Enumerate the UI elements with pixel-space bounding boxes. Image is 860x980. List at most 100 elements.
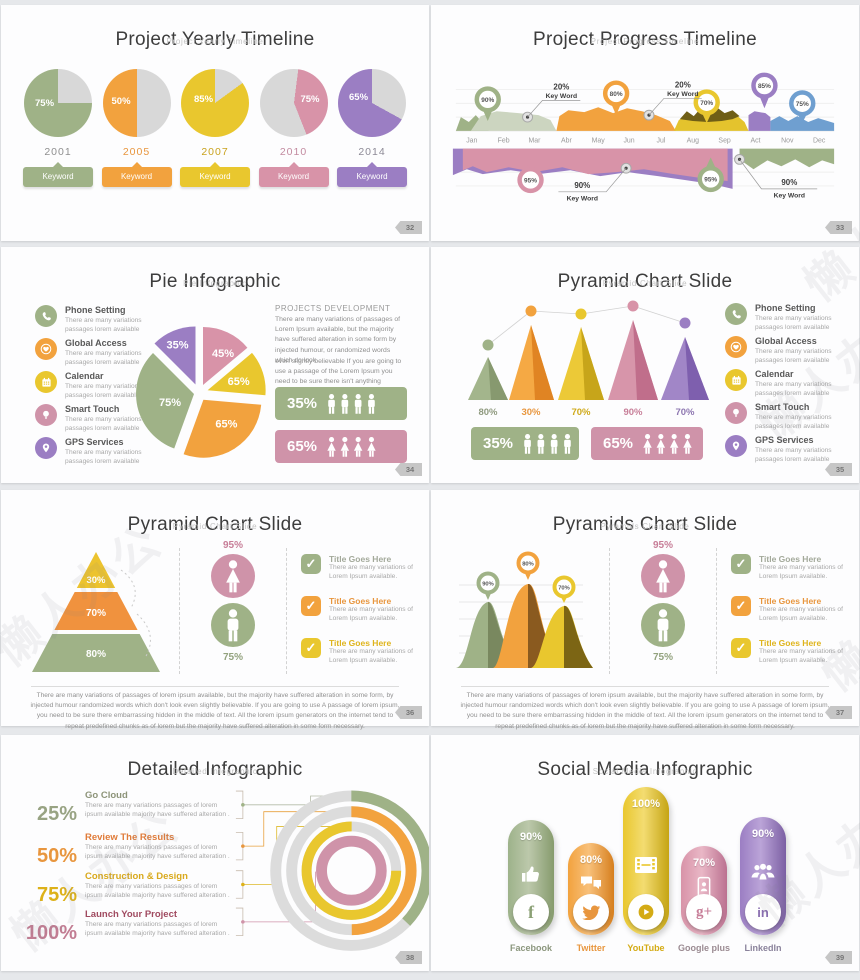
svg-text:45%: 45% [212, 348, 234, 360]
pyramid-orange [509, 325, 554, 400]
footer-paragraph: There are many variations of passages of… [30, 692, 400, 730]
footer-paragraph: There are many variations of passages of… [460, 692, 830, 730]
pie-row: 75% 2001 Keyword 50% 2005 Keyword 85% 20… [23, 69, 407, 187]
dot-pink [627, 300, 639, 312]
svg-text:90%: 90% [623, 407, 643, 418]
svg-text:70%: 70% [571, 407, 591, 418]
keyword-label: Keyword [356, 172, 388, 181]
page-number-badge: 34 [395, 463, 422, 476]
svg-text:Key Word: Key Word [774, 193, 805, 200]
lightbulb-icon [725, 402, 747, 424]
area-series-bottom [452, 148, 835, 189]
map-pin-70-yellow: 70% [552, 575, 576, 603]
svg-text:90%: 90% [574, 181, 590, 190]
page-number-badge: 33 [825, 221, 852, 234]
area-yellow [673, 113, 749, 131]
check-title: Title Goes Here [759, 596, 822, 606]
connector-line [487, 305, 686, 346]
female-percentage: 95% [652, 540, 673, 551]
pie-chart: 75% [259, 69, 328, 137]
keyword-ribbon: Keyword [101, 162, 172, 187]
dashed-divider-right [286, 548, 287, 674]
projects-development-heading: PROJECTS DEVELOPMENT [275, 304, 391, 313]
body-paragraph-2: even slightly believable If you are goin… [275, 358, 402, 386]
page-number-badge: 37 [825, 706, 852, 719]
legend-title: Calendar [755, 369, 794, 379]
pie-slice-yellow-65: 65% [207, 352, 266, 396]
legend-item-phone-setting: Phone Setting There are many variations … [35, 305, 171, 334]
bar-value: 35% [287, 395, 318, 412]
map-pin-75-blue: 75% [789, 90, 816, 123]
pie-slice-green-75: 75% [136, 353, 194, 449]
value-labels: 80% 30% 70% 90% 70% [478, 407, 695, 418]
male-percentage-bar: 35% [471, 427, 579, 460]
step-desc: There are many variations passages of lo… [85, 921, 230, 938]
month-label: Jun [623, 138, 634, 145]
step-title: Launch Your Project [85, 909, 178, 920]
step-percentage: 50% [36, 845, 77, 867]
exploded-pie-chart: 35% 45% 65% 65% 75% [136, 326, 266, 458]
pyramid-layer-bottom [32, 634, 160, 672]
month-label: Dec [813, 138, 826, 145]
map-pin-90-green: 90% [474, 86, 501, 122]
svg-text:90%: 90% [481, 97, 494, 104]
slide-title: Pyramids Chart Slide [552, 513, 738, 535]
legend-desc: There are many variations passages lorem… [65, 317, 142, 334]
legend-title: Calendar [65, 371, 104, 381]
facebook-label: Facebook [509, 943, 552, 953]
step-percentage: 100% [25, 922, 77, 944]
area-blue [770, 116, 835, 131]
connector-dot [241, 920, 245, 924]
check-title: Title Goes Here [329, 638, 392, 648]
page-number-badge: 39 [825, 951, 852, 964]
area-series-top [455, 107, 835, 131]
keyword-ribbon: Keyword [23, 162, 93, 187]
legend-desc: There are many variations passages lorem… [65, 449, 142, 466]
dot-purple [679, 317, 691, 329]
concentric-ring-chart [270, 790, 429, 951]
slide-pyramids-chart-bells: Pyramids Chart Slide Pyramids Chart Slid… [431, 490, 859, 730]
svg-text:20%: 20% [553, 83, 569, 92]
month-label: Feb [498, 138, 510, 145]
keyword-label: Keyword [42, 172, 74, 181]
female-figure-icon [211, 554, 255, 598]
phone-icon [35, 305, 57, 327]
month-label: Act [750, 138, 760, 145]
dashed-arc-2 [136, 613, 151, 659]
globe-heart-icon [725, 336, 747, 358]
svg-text:75%: 75% [796, 101, 809, 108]
month-axis: Jan Feb Mar Abr May Jun Jul Aug Sep Act … [466, 138, 826, 145]
area-pink [462, 148, 728, 182]
female-figures-icon [643, 433, 692, 454]
step-desc: There are many variations passages of lo… [85, 883, 230, 900]
footer-divider [461, 686, 829, 687]
connector-dot [241, 803, 245, 807]
male-percentage: 75% [222, 652, 243, 663]
legend-title: Smart Touch [65, 404, 120, 414]
year-label: 2014 [358, 146, 386, 158]
legend-title: Smart Touch [755, 402, 810, 412]
film-strip-icon [634, 855, 658, 880]
youtube-play-icon [628, 894, 664, 930]
legend-item-gps-services: GPS Services There are many variations p… [725, 435, 860, 464]
people-group-icon [750, 863, 776, 886]
timeline-area-chart: Jan Feb Mar Abr May Jun Jul Aug Sep Act … [452, 72, 835, 203]
youtube-pill-bar: 100% [623, 787, 669, 935]
ribbon-notch [210, 162, 220, 167]
pie-item-2001: 75% 2001 Keyword [23, 69, 93, 187]
svg-text:95%: 95% [704, 177, 717, 184]
female-percentage: 95% [222, 540, 243, 551]
slide-title: Social Media Infographic [537, 758, 753, 780]
legend-title: Phone Setting [65, 305, 126, 315]
slide-pyramid-chart-layers: Pyramid Chart Slide Pyramid Chart Slide … [1, 490, 429, 730]
svg-text:30%: 30% [521, 407, 541, 418]
facebook-pill-bar: 90% f [508, 820, 554, 935]
slide-subtitle: Pyramid Chart Slide [172, 522, 258, 531]
slide-subtitle: Social Media Infographic [592, 767, 698, 776]
map-pin-icon [725, 435, 747, 457]
pie-slice-orange-65: 65% [183, 399, 262, 458]
male-percentage: 75% [652, 652, 673, 663]
ring-arc-25 [270, 790, 429, 951]
keyword-label: Keyword [199, 172, 231, 181]
pie-value: 75% [300, 94, 320, 105]
